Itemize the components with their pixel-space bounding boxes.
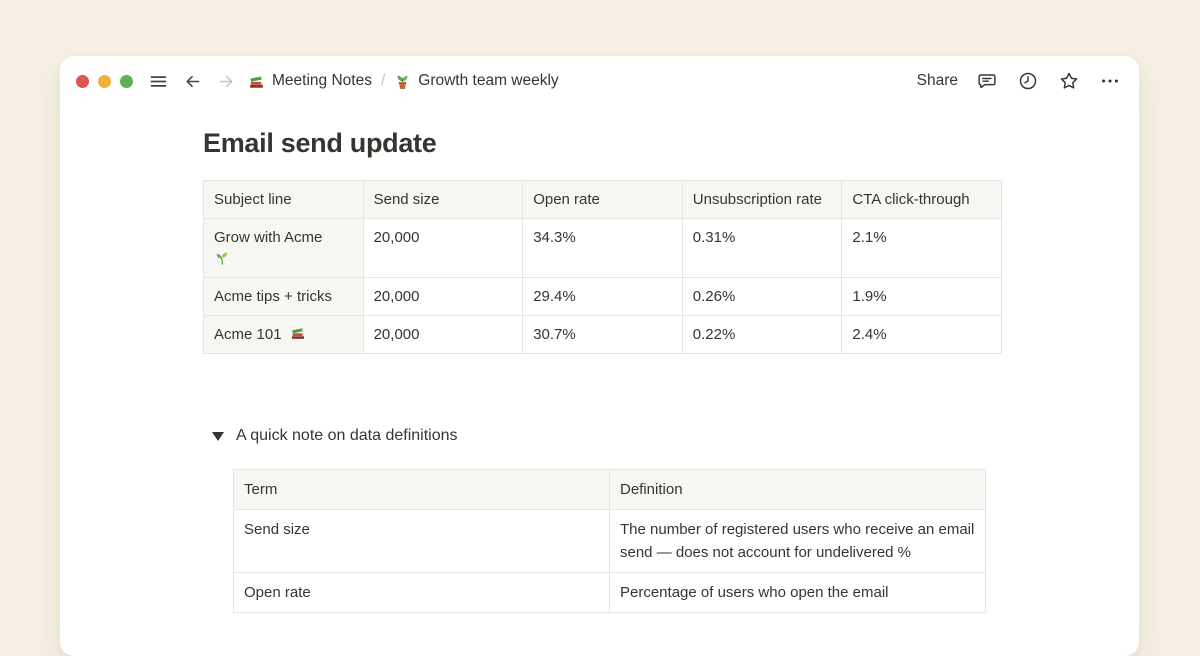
header-cell-definition[interactable]: Definition bbox=[609, 469, 986, 510]
forward-arrow-icon[interactable] bbox=[214, 69, 238, 93]
app-window: Meeting Notes / Growth team weekly Share bbox=[60, 56, 1139, 656]
subject-text: Acme 101 bbox=[214, 326, 282, 343]
topbar: Meeting Notes / Growth team weekly Share bbox=[60, 56, 1139, 106]
cell-cta-click-through[interactable]: 2.4% bbox=[841, 315, 1002, 354]
potted-plant-emoji-icon bbox=[394, 73, 411, 90]
cell-send-size[interactable]: 20,000 bbox=[362, 277, 524, 316]
zoom-window-button[interactable] bbox=[120, 74, 133, 88]
books-emoji-icon bbox=[248, 73, 265, 90]
breadcrumb-label: Growth team weekly bbox=[418, 72, 559, 89]
page-title[interactable]: Email send update bbox=[203, 128, 437, 158]
breadcrumb-item-meeting-notes[interactable]: Meeting Notes bbox=[248, 72, 372, 90]
header-cell-term[interactable]: Term bbox=[233, 469, 610, 510]
minimize-window-button[interactable] bbox=[98, 74, 111, 88]
back-arrow-icon[interactable] bbox=[180, 69, 204, 93]
seedling-emoji-icon bbox=[214, 248, 353, 269]
star-icon[interactable] bbox=[1057, 69, 1081, 93]
breadcrumb-item-growth-team-weekly[interactable]: Growth team weekly bbox=[394, 72, 559, 90]
cell-term[interactable]: Send size bbox=[233, 509, 610, 573]
breadcrumb-label: Meeting Notes bbox=[272, 72, 372, 89]
cell-subject[interactable]: Acme 101 bbox=[203, 315, 364, 354]
hamburger-menu-icon[interactable] bbox=[146, 69, 170, 93]
share-button[interactable]: Share bbox=[916, 72, 958, 89]
toggle-block: A quick note on data definitions bbox=[203, 424, 1139, 448]
triangle-down-icon bbox=[212, 431, 224, 441]
more-ellipsis-icon[interactable] bbox=[1098, 69, 1122, 93]
topbar-actions: Share bbox=[917, 69, 1122, 93]
toggle-collapse-button[interactable] bbox=[206, 424, 230, 448]
table-row: Send size The number of registered users… bbox=[233, 509, 986, 573]
toggle-label[interactable]: A quick note on data definitions bbox=[236, 427, 458, 444]
nav-controls bbox=[146, 69, 238, 93]
cell-subject[interactable]: Acme tips + tricks bbox=[203, 277, 364, 316]
cell-unsubscription-rate[interactable]: 0.26% bbox=[681, 277, 843, 316]
table-header-row: Term Definition bbox=[233, 469, 986, 510]
table-row: Open rate Percentage of users who open t… bbox=[233, 572, 986, 613]
header-cell-open-rate[interactable]: Open rate bbox=[522, 180, 683, 219]
table-row: Acme tips + tricks 20,000 29.4% 0.26% 1.… bbox=[203, 277, 1002, 316]
cell-send-size[interactable]: 20,000 bbox=[362, 315, 524, 354]
cell-open-rate[interactable]: 29.4% bbox=[522, 277, 683, 316]
close-window-button[interactable] bbox=[76, 74, 89, 88]
email-metrics-table: Subject line Send size Open rate Unsubsc… bbox=[203, 180, 1002, 354]
cell-definition[interactable]: Percentage of users who open the email bbox=[609, 572, 986, 613]
cell-open-rate[interactable]: 34.3% bbox=[522, 218, 683, 278]
cell-unsubscription-rate[interactable]: 0.22% bbox=[681, 315, 843, 354]
history-clock-icon[interactable] bbox=[1016, 69, 1040, 93]
table-row: Grow with Acme 20,000 34.3% 0.31% 2.1% bbox=[203, 218, 1002, 278]
header-cell-cta-click-through[interactable]: CTA click-through bbox=[841, 180, 1002, 219]
table-header-row: Subject line Send size Open rate Unsubsc… bbox=[203, 180, 1002, 219]
cell-definition[interactable]: The number of registered users who recei… bbox=[609, 509, 986, 573]
header-cell-send-size[interactable]: Send size bbox=[362, 180, 524, 219]
breadcrumb: Meeting Notes / Growth team weekly bbox=[248, 72, 559, 90]
cell-cta-click-through[interactable]: 1.9% bbox=[841, 277, 1002, 316]
cell-unsubscription-rate[interactable]: 0.31% bbox=[681, 218, 843, 278]
header-cell-unsubscription-rate[interactable]: Unsubscription rate bbox=[681, 180, 843, 219]
books-emoji-icon bbox=[290, 325, 306, 341]
cell-cta-click-through[interactable]: 2.1% bbox=[841, 218, 1002, 278]
table-row: Acme 101 20,000 30 bbox=[203, 315, 1002, 354]
subject-text: Grow with Acme bbox=[214, 229, 323, 246]
cell-subject[interactable]: Grow with Acme bbox=[203, 218, 364, 278]
cell-open-rate[interactable]: 30.7% bbox=[522, 315, 683, 354]
definitions-table: Term Definition Send size The number of … bbox=[233, 469, 986, 613]
window-controls bbox=[76, 74, 133, 88]
cell-term[interactable]: Open rate bbox=[233, 572, 610, 613]
comment-icon[interactable] bbox=[975, 69, 999, 93]
cell-send-size[interactable]: 20,000 bbox=[362, 218, 524, 278]
breadcrumb-separator: / bbox=[380, 72, 386, 89]
page-content: Email send update Subject line Send size… bbox=[60, 126, 1139, 613]
subject-text: Acme tips + tricks bbox=[214, 288, 332, 305]
header-cell-subject-line[interactable]: Subject line bbox=[203, 180, 364, 219]
